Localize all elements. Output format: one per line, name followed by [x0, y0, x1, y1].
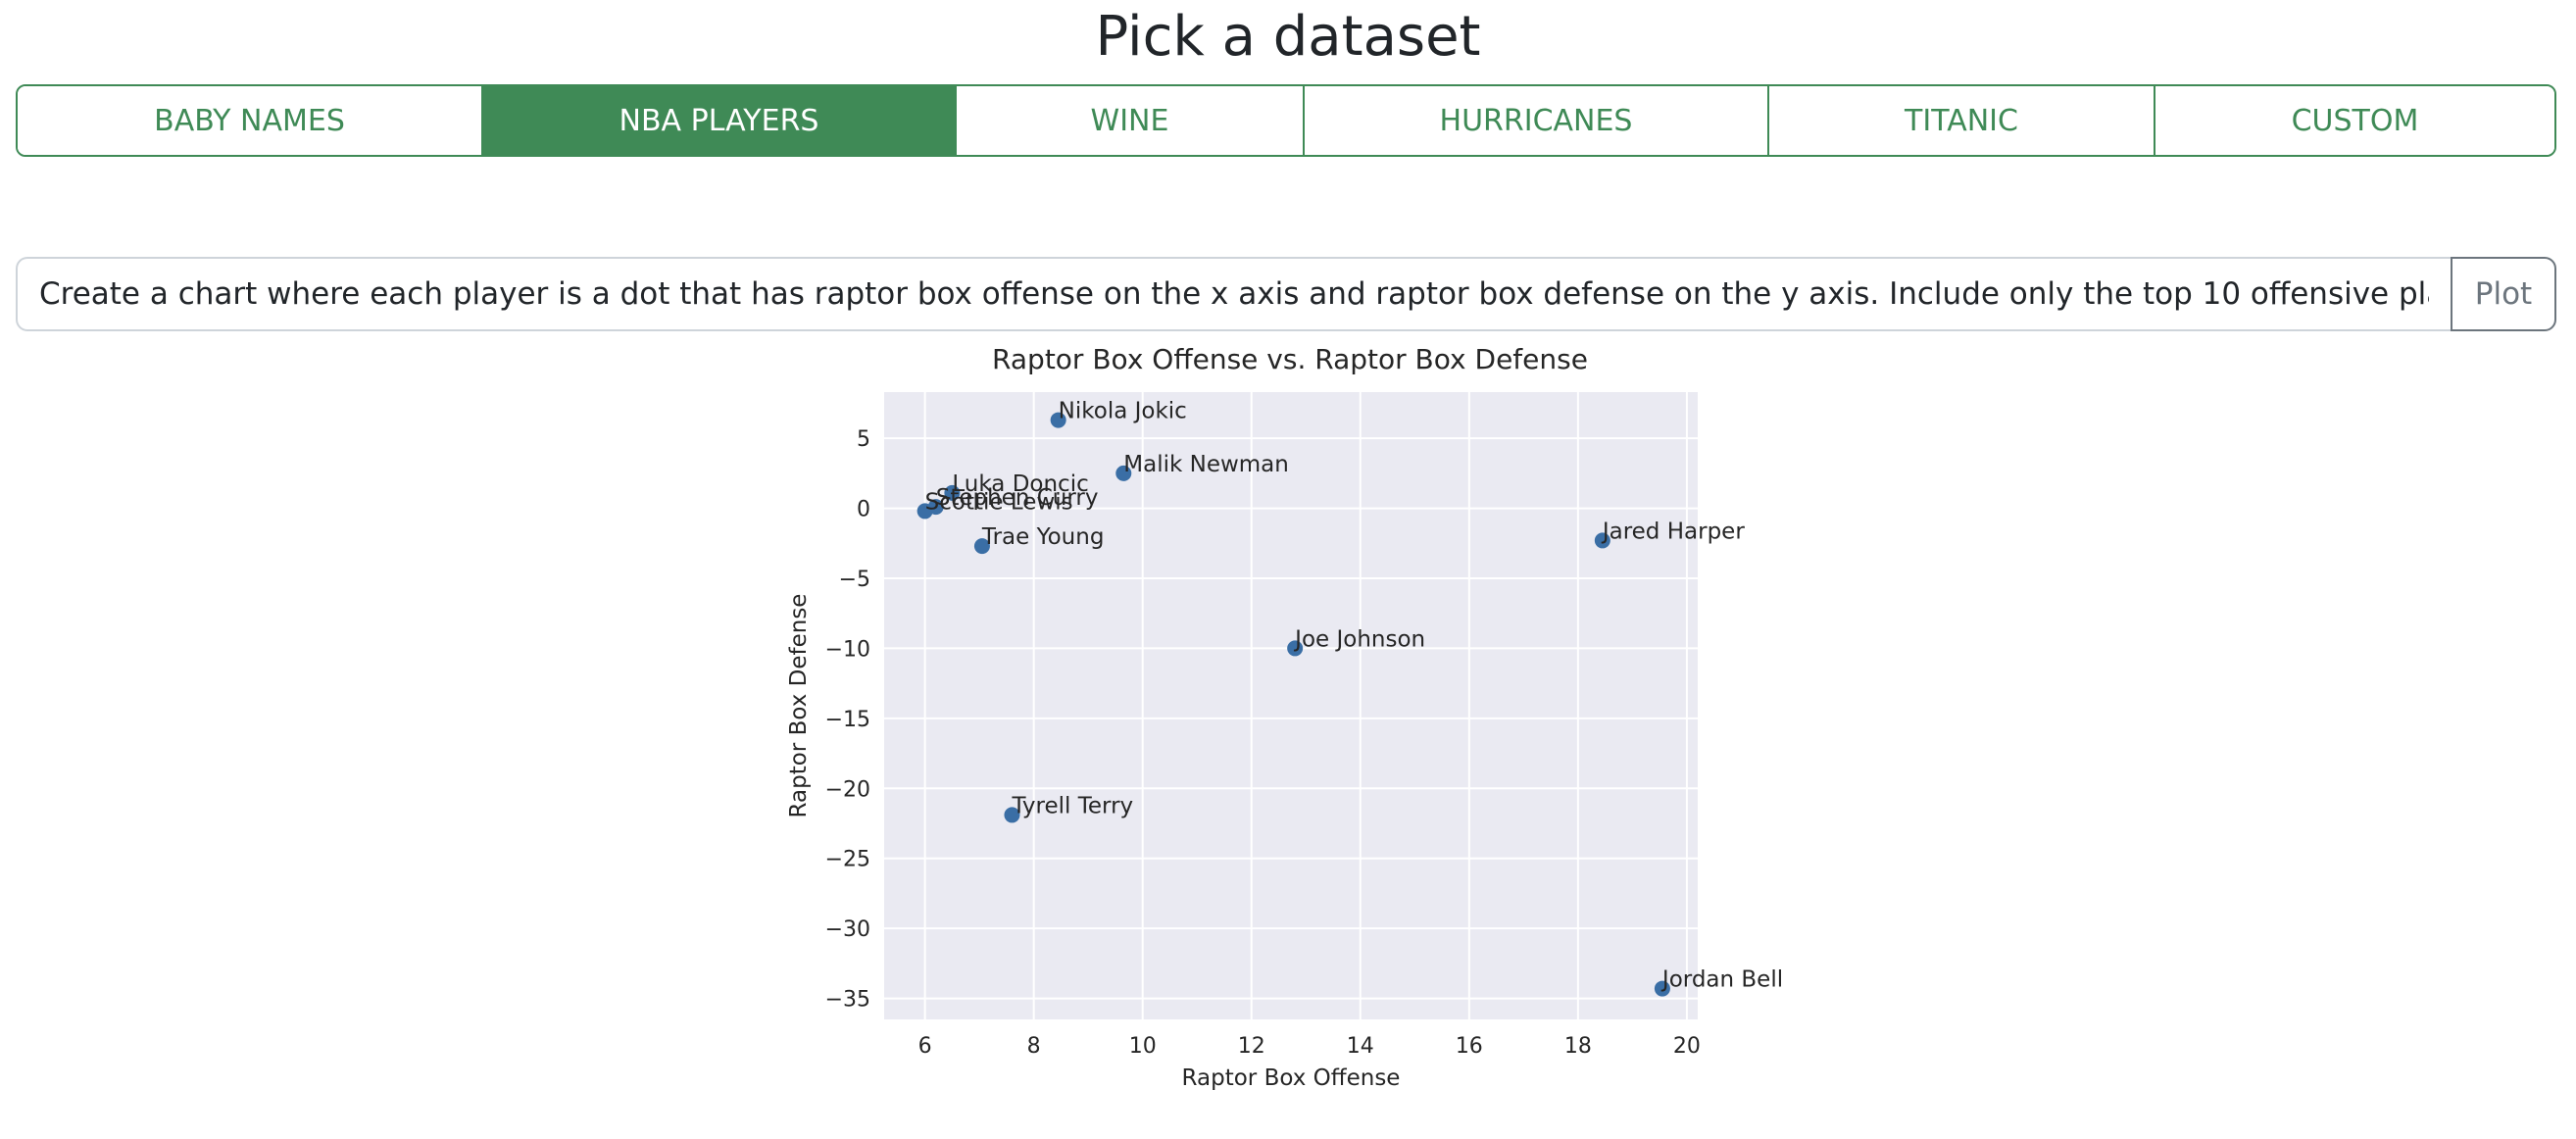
x-axis-ticks: 6 8 10 12 14 16 18 20	[918, 1034, 1701, 1059]
point-label: Malik Newman	[1123, 452, 1289, 477]
page-title: Pick a dataset	[1095, 5, 1481, 69]
prompt-input-group: Plot	[16, 257, 2556, 331]
tab-custom[interactable]: CUSTOM	[2155, 86, 2554, 155]
point-label: Stephen Curry	[936, 485, 1099, 511]
y-tick-label: −25	[825, 848, 870, 872]
grid-lines	[884, 392, 1698, 1019]
point-label: Joe Johnson	[1293, 626, 1425, 652]
tab-hurricanes[interactable]: HURRICANES	[1305, 86, 1769, 155]
point-label: Tyrell Terry	[1011, 793, 1133, 818]
x-tick-label: 18	[1564, 1034, 1592, 1059]
chart-title: Raptor Box Offense vs. Raptor Box Defens…	[992, 343, 1588, 375]
data-point	[973, 538, 990, 555]
tab-nba-players[interactable]: NBA PLAYERS	[483, 86, 957, 155]
x-tick-label: 20	[1673, 1034, 1701, 1059]
x-tick-label: 16	[1456, 1034, 1483, 1059]
x-tick-label: 10	[1129, 1034, 1157, 1059]
data-point	[1050, 412, 1066, 428]
x-tick-label: 12	[1238, 1034, 1265, 1059]
data-point	[916, 503, 933, 520]
x-axis-label: Raptor Box Offense	[1182, 1065, 1401, 1091]
data-point	[1287, 640, 1304, 657]
data-point	[1004, 807, 1020, 823]
plot-area	[884, 392, 1698, 1019]
y-tick-label: 5	[857, 427, 870, 452]
y-tick-label: −30	[825, 917, 870, 942]
y-tick-label: −35	[825, 988, 870, 1013]
tab-wine[interactable]: WINE	[957, 86, 1305, 155]
point-label: Jared Harper	[1601, 519, 1745, 544]
point-label: Jordan Bell	[1660, 967, 1783, 993]
scatter-chart: Raptor Box Offense vs. Raptor Box Defens…	[786, 343, 1783, 1091]
data-point	[1115, 465, 1132, 481]
x-tick-label: 8	[1027, 1034, 1041, 1059]
data-point	[944, 484, 961, 501]
y-tick-label: −20	[825, 777, 870, 802]
plot-button[interactable]: Plot	[2451, 257, 2556, 331]
y-tick-label: −10	[825, 637, 870, 662]
data-point	[1654, 980, 1670, 997]
x-tick-label: 14	[1347, 1034, 1374, 1059]
point-label: Trae Young	[981, 524, 1105, 550]
point-label: Nikola Jokic	[1059, 399, 1187, 424]
y-tick-label: −15	[825, 708, 870, 732]
y-tick-label: 0	[857, 498, 870, 522]
point-label: Scottie Lewis	[925, 489, 1073, 515]
prompt-input[interactable]	[16, 257, 2451, 331]
y-tick-label: −5	[839, 568, 870, 592]
tab-titanic[interactable]: TITANIC	[1769, 86, 2155, 155]
data-point	[1594, 532, 1610, 549]
point-label: Luka Doncic	[952, 471, 1088, 497]
data-points	[916, 412, 1670, 997]
dataset-tab-group: BABY NAMES NBA PLAYERS WINE HURRICANES T…	[16, 84, 2556, 157]
point-labels: Nikola Jokic Malik Newman Luka DoncicSteph…	[925, 399, 1783, 993]
tab-baby-names[interactable]: BABY NAMES	[18, 86, 483, 155]
x-tick-label: 6	[918, 1034, 932, 1059]
y-axis-label: Raptor Box Defense	[786, 594, 812, 818]
y-axis-ticks: 5 0 −5 −10 −15 −20 −25 −30 −35	[825, 427, 870, 1012]
